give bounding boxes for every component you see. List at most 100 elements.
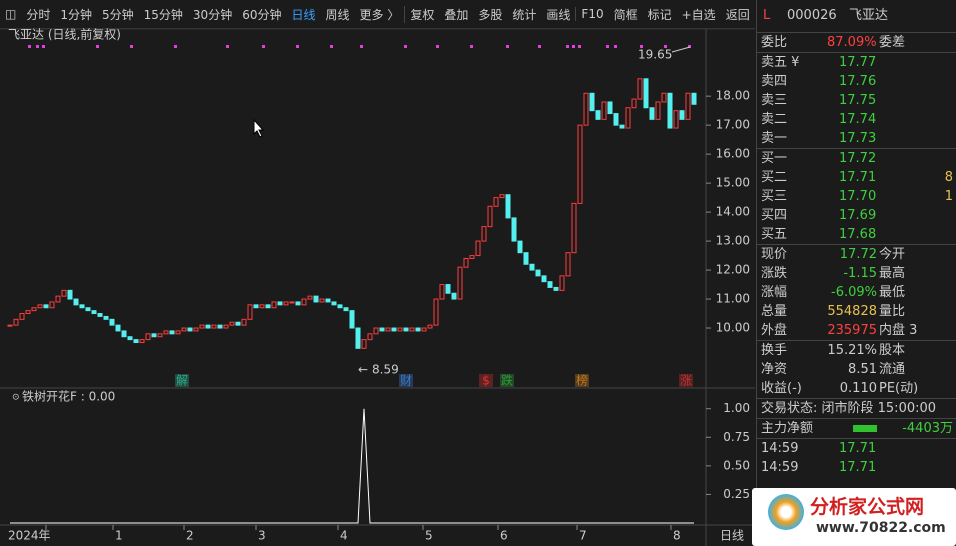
toolbar-button[interactable]: 5分钟 (102, 7, 134, 22)
label: 最低 (879, 285, 906, 300)
candle (661, 92, 667, 103)
candle (673, 110, 679, 129)
candle (289, 301, 295, 304)
candle (583, 92, 589, 126)
candle (271, 301, 277, 309)
panel-row (757, 52, 956, 53)
panel-row: 收益(-) 0.110 PE(动) (757, 379, 956, 398)
tick-time: 14:59 (761, 441, 799, 456)
collapse-icon[interactable]: ⊙ (12, 393, 20, 403)
panel-row: 换手 15.21% 股本 (757, 341, 956, 360)
signal-dot (404, 45, 407, 48)
toolbar-button[interactable]: 周线 (325, 7, 350, 22)
event-badge (575, 374, 589, 387)
panel-row: 买三 17.70 1 (757, 187, 956, 206)
candle (307, 295, 313, 300)
candle (589, 92, 595, 112)
toolbar-button[interactable]: 返回 (725, 7, 750, 22)
label: 总量 (761, 304, 788, 319)
candle (595, 110, 601, 120)
flag: L (763, 8, 771, 23)
candle (433, 298, 439, 326)
candle (253, 304, 259, 309)
toolbar-button[interactable]: F10 (575, 7, 608, 21)
candle (451, 292, 457, 300)
logo (768, 494, 804, 530)
toolbar-button[interactable]: 简框 (613, 7, 638, 22)
toolbar-button[interactable]: 叠加 (444, 7, 469, 22)
value: 17.72 (839, 247, 877, 262)
panel-row: 买二 17.71 8 (757, 168, 956, 187)
y-tick-label: 0.25 (723, 487, 750, 501)
toolbar-button[interactable]: 60分钟 (242, 7, 282, 22)
candle (685, 92, 691, 120)
candle (229, 321, 235, 326)
bid-price: 17.71 (839, 170, 877, 185)
toolbar-button[interactable]: 日线 (291, 7, 316, 22)
toolbar-button[interactable]: 复权 (404, 5, 439, 23)
ask-price: 17.74 (839, 112, 877, 127)
candle (259, 304, 265, 309)
candle (529, 263, 535, 271)
candle (199, 324, 205, 329)
candle (559, 275, 565, 291)
icon[interactable]: ◫ (5, 7, 17, 21)
candle (367, 333, 373, 341)
x-tick-label: 4 (340, 529, 348, 543)
stock-code: 000026 (787, 8, 837, 23)
candle (295, 301, 301, 306)
bid-price: 17.68 (839, 227, 877, 242)
toolbar-button[interactable]: 统计 (512, 7, 537, 22)
candle (169, 330, 175, 335)
value: 0.110 (839, 381, 877, 396)
watermark-url: www.70822.com (816, 520, 946, 536)
candle (619, 124, 625, 129)
y-tick-label: 13.00 (716, 234, 750, 248)
candle (481, 226, 487, 242)
ask-label: 卖四 (761, 74, 788, 89)
candle (421, 327, 427, 332)
bid-volume: 8 (944, 170, 953, 185)
panel-row: 外盘 235975 内盘 3 (757, 321, 956, 340)
ask-price: 17.73 (839, 131, 877, 146)
toolbar-button[interactable]: 分时 (26, 7, 51, 22)
event-label: 解 (176, 374, 188, 388)
candle (217, 324, 223, 329)
toolbar-button[interactable]: 15分钟 (143, 7, 183, 22)
toolbar-button[interactable]: 多股 (478, 7, 503, 22)
toolbar-button[interactable]: 30分钟 (192, 7, 233, 22)
toolbar-button[interactable]: 1分钟 (60, 7, 92, 22)
label: 涨跌 (761, 266, 788, 281)
panel-row: 卖二 17.74 (757, 110, 956, 129)
toolbar-button[interactable]: 更多 〉 (359, 7, 400, 22)
event-badge (479, 374, 493, 387)
candle (565, 252, 571, 277)
candle (637, 78, 643, 100)
value: -6.09% (831, 285, 877, 300)
label: 今开 (879, 247, 906, 262)
candle (439, 284, 445, 300)
x-tick-label: 7 (579, 529, 587, 543)
candle (655, 101, 661, 120)
candle (547, 281, 553, 288)
toolbar-button[interactable]: 画线 (546, 7, 571, 22)
candle (571, 202, 577, 254)
candle (7, 324, 13, 327)
candle (541, 275, 547, 283)
x-tick-label: 1 (115, 529, 123, 543)
signal-dot (262, 45, 265, 48)
panel-row: 卖四 17.76 (757, 72, 956, 91)
candle (337, 304, 343, 309)
candle (241, 318, 247, 326)
flow-bar (853, 425, 877, 432)
value: 8.51 (848, 362, 877, 377)
candle (277, 301, 283, 306)
bid-label: 买一 (761, 151, 788, 166)
toolbar-button[interactable]: 标记 (647, 7, 672, 22)
candle (409, 327, 415, 332)
toolbar-button[interactable]: +自选 (681, 7, 716, 22)
candle (211, 324, 217, 329)
panel-row: 卖五 ¥ 17.77 (757, 53, 956, 72)
chart-title: 飞亚达 (日线,前复权) (8, 27, 121, 42)
